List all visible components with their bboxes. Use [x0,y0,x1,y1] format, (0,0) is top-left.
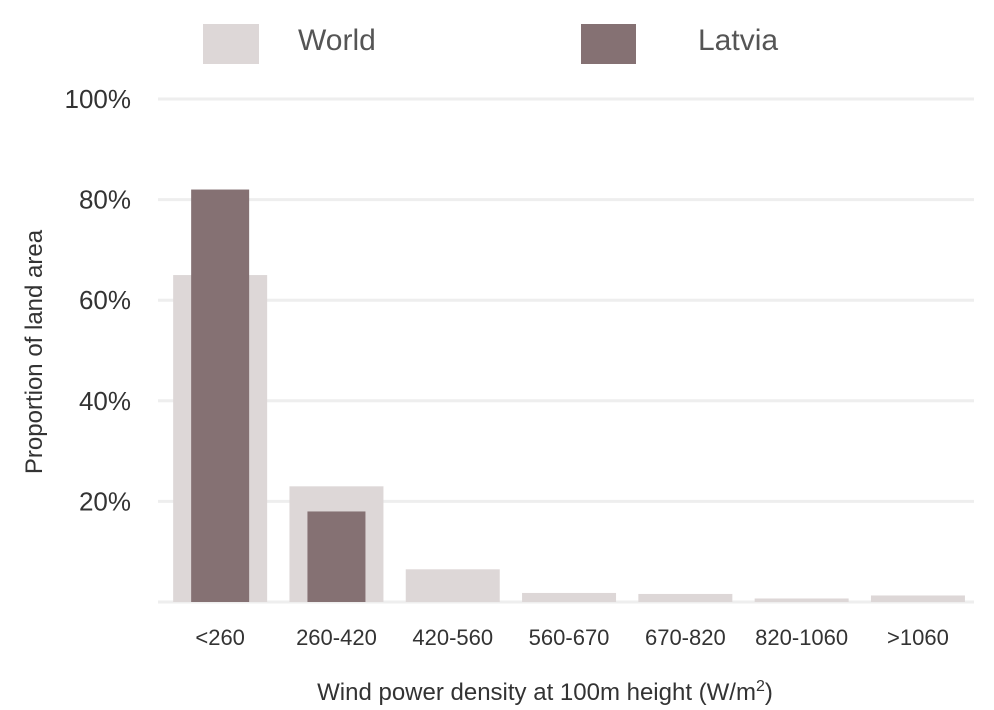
bar-latvia-0 [191,189,250,603]
legend-swatch-latvia [581,24,636,64]
x-axis-title-main: Wind power density at 100m height (W/m [317,679,756,706]
bar-world-2 [405,569,500,602]
x-tick-label: 670-820 [645,625,726,650]
x-axis-ticks: <260 260-420 420-560 560-670 670-820 820-1060… [195,625,948,650]
legend: World Latvia [203,24,778,64]
legend-label-world: World [298,24,376,57]
y-tick-label: 80% [79,185,131,215]
bar-world-5 [754,598,849,602]
y-tick-label: 20% [79,486,131,516]
bar-world-6 [870,595,965,602]
x-axis-title-suffix: ) [765,679,773,706]
x-tick-label: 560-670 [529,625,610,650]
y-tick-label: 100% [65,84,132,114]
bar-world-3 [522,592,617,602]
y-tick-label: 40% [79,386,131,416]
x-tick-label: 420-560 [412,625,493,650]
legend-swatch-world [203,24,259,64]
bar-world-4 [638,593,733,602]
bar-latvia-1 [307,511,366,602]
x-tick-label: 820-1060 [755,625,848,650]
gridlines [158,97,974,604]
x-tick-label: >1060 [887,625,949,650]
x-tick-label: <260 [195,625,245,650]
bars [173,189,965,603]
legend-label-latvia: Latvia [698,24,778,57]
x-tick-label: 260-420 [296,625,377,650]
y-axis-title: Proportion of land area [21,229,48,474]
y-axis-ticks: 20% 40% 60% 80% 100% [65,84,132,516]
x-axis-title-superscript: 2 [756,678,765,695]
y-tick-label: 60% [79,285,131,315]
x-axis-title: Wind power density at 100m height (W/m2) [317,678,773,706]
